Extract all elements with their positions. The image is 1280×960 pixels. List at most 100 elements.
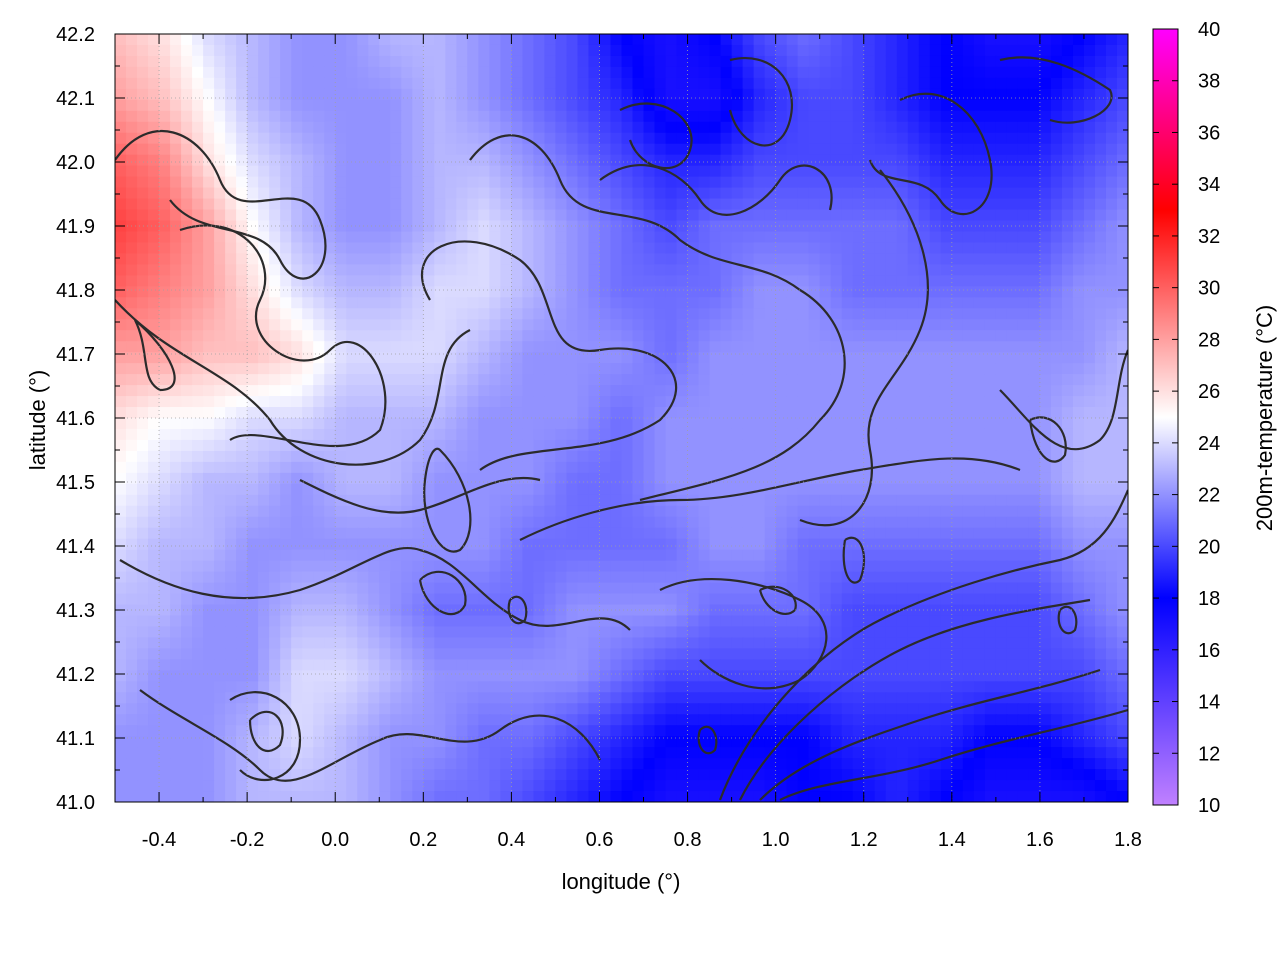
heat-cell — [1050, 439, 1063, 452]
heat-cell — [742, 593, 755, 606]
heat-cell — [566, 374, 579, 386]
heat-cell — [819, 483, 832, 496]
heat-cell — [258, 396, 270, 408]
heat-cell — [1094, 319, 1107, 331]
heat-cell — [511, 77, 524, 90]
heat-cell — [533, 439, 546, 452]
heat-cell — [819, 472, 832, 485]
heat-cell — [1039, 483, 1052, 496]
heat-cell — [390, 297, 402, 309]
heat-cell — [522, 220, 535, 233]
heat-cell — [775, 593, 788, 606]
heat-cell — [302, 297, 314, 309]
heat-cell — [1083, 154, 1096, 167]
heat-cell — [940, 154, 953, 167]
heat-cell — [1017, 549, 1030, 562]
heat-cell — [929, 461, 942, 474]
heat-cell — [676, 253, 689, 266]
heat-cell — [1061, 286, 1074, 299]
heat-cell — [236, 549, 248, 562]
heat-cell — [797, 615, 810, 628]
heat-cell — [951, 275, 964, 288]
heat-cell — [192, 352, 204, 364]
heat-cell — [1094, 264, 1107, 277]
heat-cell — [335, 286, 347, 299]
heat-cell — [489, 560, 502, 573]
heat-cell — [401, 450, 413, 463]
heat-cell — [1072, 198, 1085, 211]
heat-cell — [984, 77, 997, 90]
heat-cell — [489, 428, 502, 441]
heat-cell — [313, 275, 325, 288]
heat-cell — [159, 297, 171, 309]
heat-cell — [577, 99, 590, 112]
heat-cell — [753, 319, 766, 331]
heat-cell — [291, 363, 303, 375]
heat-cell — [566, 439, 579, 452]
heat-cell — [621, 516, 634, 529]
heat-cell — [786, 231, 799, 244]
heat-cell — [720, 154, 733, 167]
heat-cell — [632, 527, 645, 540]
heat-cell — [1061, 253, 1074, 266]
heat-cell — [709, 461, 722, 474]
heat-cell — [467, 88, 480, 101]
heat-cell — [203, 560, 215, 573]
heat-cell — [940, 538, 953, 551]
heat-cell — [874, 286, 887, 299]
heat-cell — [456, 187, 469, 200]
heat-cell — [159, 604, 171, 617]
heat-cell — [511, 516, 524, 529]
heat-cell — [346, 220, 358, 233]
heat-cell — [401, 34, 413, 46]
heat-cell — [357, 242, 369, 255]
heat-cell — [610, 516, 623, 529]
heat-cell — [357, 439, 369, 452]
heat-cell — [588, 264, 601, 277]
heat-cell — [709, 286, 722, 299]
heat-cell — [676, 319, 689, 331]
heat-cell — [467, 110, 480, 123]
heat-cell — [181, 505, 193, 518]
heat-cell — [808, 396, 821, 408]
heat-cell — [995, 198, 1008, 211]
heat-cell — [896, 143, 909, 156]
heat-cell — [324, 483, 336, 496]
heat-cell — [170, 626, 182, 639]
heat-cell — [687, 187, 700, 200]
heat-cell — [764, 176, 777, 189]
heat-cell — [379, 549, 391, 562]
heat-cell — [478, 55, 491, 68]
heat-cell — [159, 99, 171, 112]
heat-cell — [665, 439, 678, 452]
heat-cell — [544, 571, 557, 584]
heat-cell — [1039, 505, 1052, 518]
heat-cell — [731, 374, 744, 386]
heat-cell — [500, 242, 513, 255]
heat-cell — [720, 363, 733, 375]
heat-cell — [137, 220, 149, 233]
heat-cell — [1094, 593, 1107, 606]
heat-cell — [885, 110, 898, 123]
heat-cell — [995, 176, 1008, 189]
heat-cell — [1061, 330, 1074, 342]
heat-cell — [1061, 450, 1074, 463]
heat-cell — [808, 154, 821, 167]
heat-cell — [1017, 505, 1030, 518]
heat-cell — [995, 110, 1008, 123]
heat-cell — [764, 330, 777, 342]
heat-cell — [577, 121, 590, 134]
heat-cell — [907, 418, 920, 430]
heat-cell — [610, 560, 623, 573]
heat-cell — [973, 209, 986, 222]
heat-cell — [786, 209, 799, 222]
heat-cell — [291, 604, 303, 617]
heat-cell — [214, 319, 226, 331]
heat-cell — [995, 44, 1008, 57]
heat-cell — [929, 538, 942, 551]
heat-cell — [1006, 220, 1019, 233]
heat-cell — [225, 66, 237, 79]
heat-cell — [984, 187, 997, 200]
heat-cell — [764, 549, 777, 562]
heat-cell — [467, 187, 480, 200]
